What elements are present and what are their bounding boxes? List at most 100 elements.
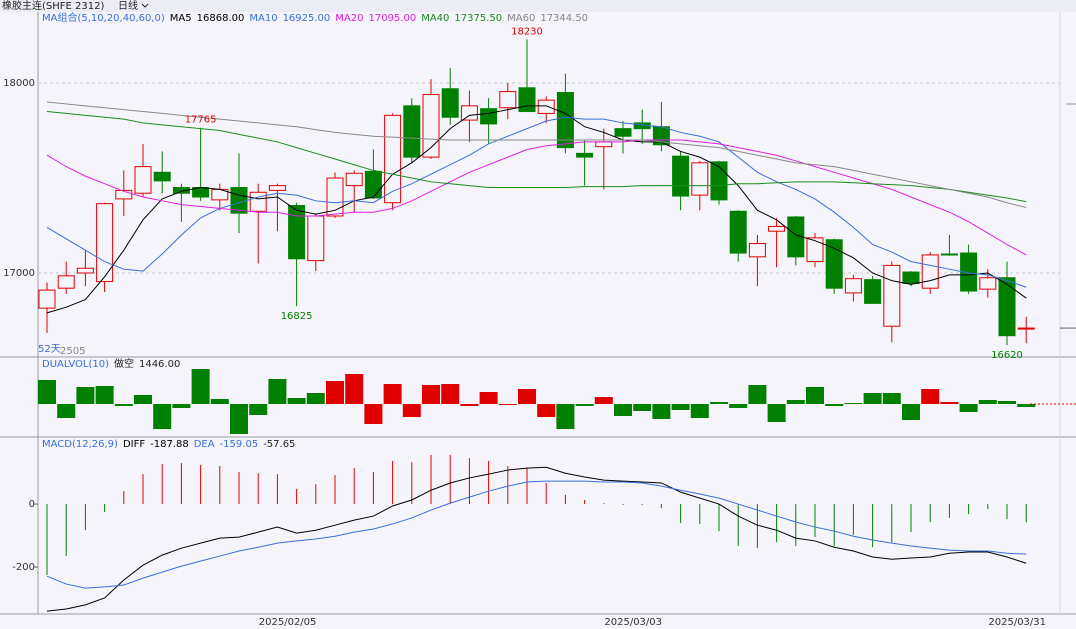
y-tick-label: 18000 [3, 78, 35, 89]
volume-bar [402, 404, 421, 417]
legend-value: 17375.50 [454, 13, 502, 24]
volume-bar [364, 404, 383, 424]
candle-body [576, 152, 594, 158]
volume-bar [863, 393, 882, 404]
volume-bar [940, 402, 959, 404]
volume-bar [844, 403, 863, 404]
volume-bar [537, 404, 556, 417]
ma-line [46, 139, 1027, 256]
indicator-mode: 做空 [114, 357, 134, 370]
candle-body [307, 215, 325, 262]
legend-name: DEA [194, 439, 215, 450]
volume-bar [191, 369, 210, 404]
candle-body [691, 162, 709, 196]
volume-bar [1017, 404, 1036, 407]
ma-line [46, 101, 1027, 209]
volume-bar [614, 404, 632, 416]
indicator-label: MACD(12,26,9) [42, 439, 118, 450]
volume-bar [114, 404, 133, 406]
volume-bar [556, 404, 575, 429]
volume-bar [671, 404, 690, 410]
volume-bar [959, 404, 978, 412]
candle-body [998, 277, 1016, 337]
legend-name: MA5 [170, 13, 192, 24]
candle-body [748, 243, 766, 258]
chart-title: 橡胶主连(SHFE 2312) [2, 0, 104, 12]
volume-bar [95, 386, 114, 404]
volume-bar [210, 399, 229, 404]
candle-body [499, 91, 517, 109]
legend-value: 17095.00 [368, 13, 416, 24]
ma-line [46, 111, 1027, 203]
candle-body [38, 289, 56, 309]
candle-body [288, 205, 306, 260]
candle-body [403, 105, 421, 158]
candle-body [864, 279, 882, 304]
volume-bar [345, 374, 364, 404]
volume-bar [748, 385, 767, 404]
candle-body [614, 128, 632, 137]
volume-bar [786, 400, 805, 404]
candle-body [480, 108, 498, 125]
volume-bar [921, 389, 940, 404]
legend-value: -159.05 [220, 439, 259, 450]
candle-body [537, 99, 555, 114]
candle-body [134, 166, 152, 194]
volume-bar [902, 404, 920, 420]
volume-bar [998, 401, 1016, 404]
candle-body [940, 253, 958, 256]
macd-line [46, 480, 1027, 589]
x-tick-label: 2025/03/31 [988, 617, 1046, 628]
volume-bar [134, 395, 152, 404]
volume-bar [76, 387, 95, 404]
legend-value: -57.65 [263, 439, 295, 450]
candle-body [729, 210, 747, 254]
legend-name: MA20 [335, 13, 363, 24]
volume-bar [230, 404, 248, 434]
candle-body [57, 275, 75, 289]
candle-body [979, 277, 997, 290]
ma-line [46, 105, 1027, 314]
volume-bar [710, 402, 728, 404]
volume-bar [498, 404, 517, 405]
volume-bar [460, 404, 479, 406]
indicator-value: 1446.00 [139, 359, 180, 370]
candle-body [960, 252, 978, 292]
legend-value: 16925.00 [283, 13, 331, 24]
period-chevron[interactable] [141, 3, 149, 8]
candle-body [96, 203, 114, 283]
legend-name: MA60 [507, 13, 535, 24]
extreme-label: 16825 [281, 311, 313, 322]
volume-bar [594, 397, 613, 404]
volume-bar [306, 393, 325, 404]
candle-body [672, 155, 690, 197]
candle-body [806, 237, 824, 263]
volume-bar [38, 380, 56, 404]
y-tick-label: 0 [29, 499, 35, 510]
candle-body [460, 105, 478, 121]
candle-body [768, 225, 786, 232]
candle-body [844, 278, 862, 294]
candle-body [825, 239, 843, 289]
volume-bar [767, 404, 786, 422]
volume-bar [441, 384, 460, 404]
candle-body [441, 88, 459, 118]
volume-bar [825, 404, 844, 406]
header-bar [0, 0, 1076, 12]
volume-bar [575, 404, 594, 406]
volume-bar [57, 404, 76, 418]
candle-body [268, 185, 286, 191]
volume-bar [479, 392, 498, 404]
candle-body [710, 161, 728, 201]
x-tick-label: 2025/03/03 [604, 617, 662, 628]
candle-body [556, 92, 574, 149]
candle-body [422, 93, 440, 158]
window-label: 52天 [38, 344, 61, 355]
legend-value: -187.88 [150, 439, 189, 450]
period-selector[interactable]: 日线 [118, 0, 138, 12]
volume-bar [249, 404, 268, 415]
volume-bar [690, 404, 709, 418]
candle-body [364, 170, 382, 199]
